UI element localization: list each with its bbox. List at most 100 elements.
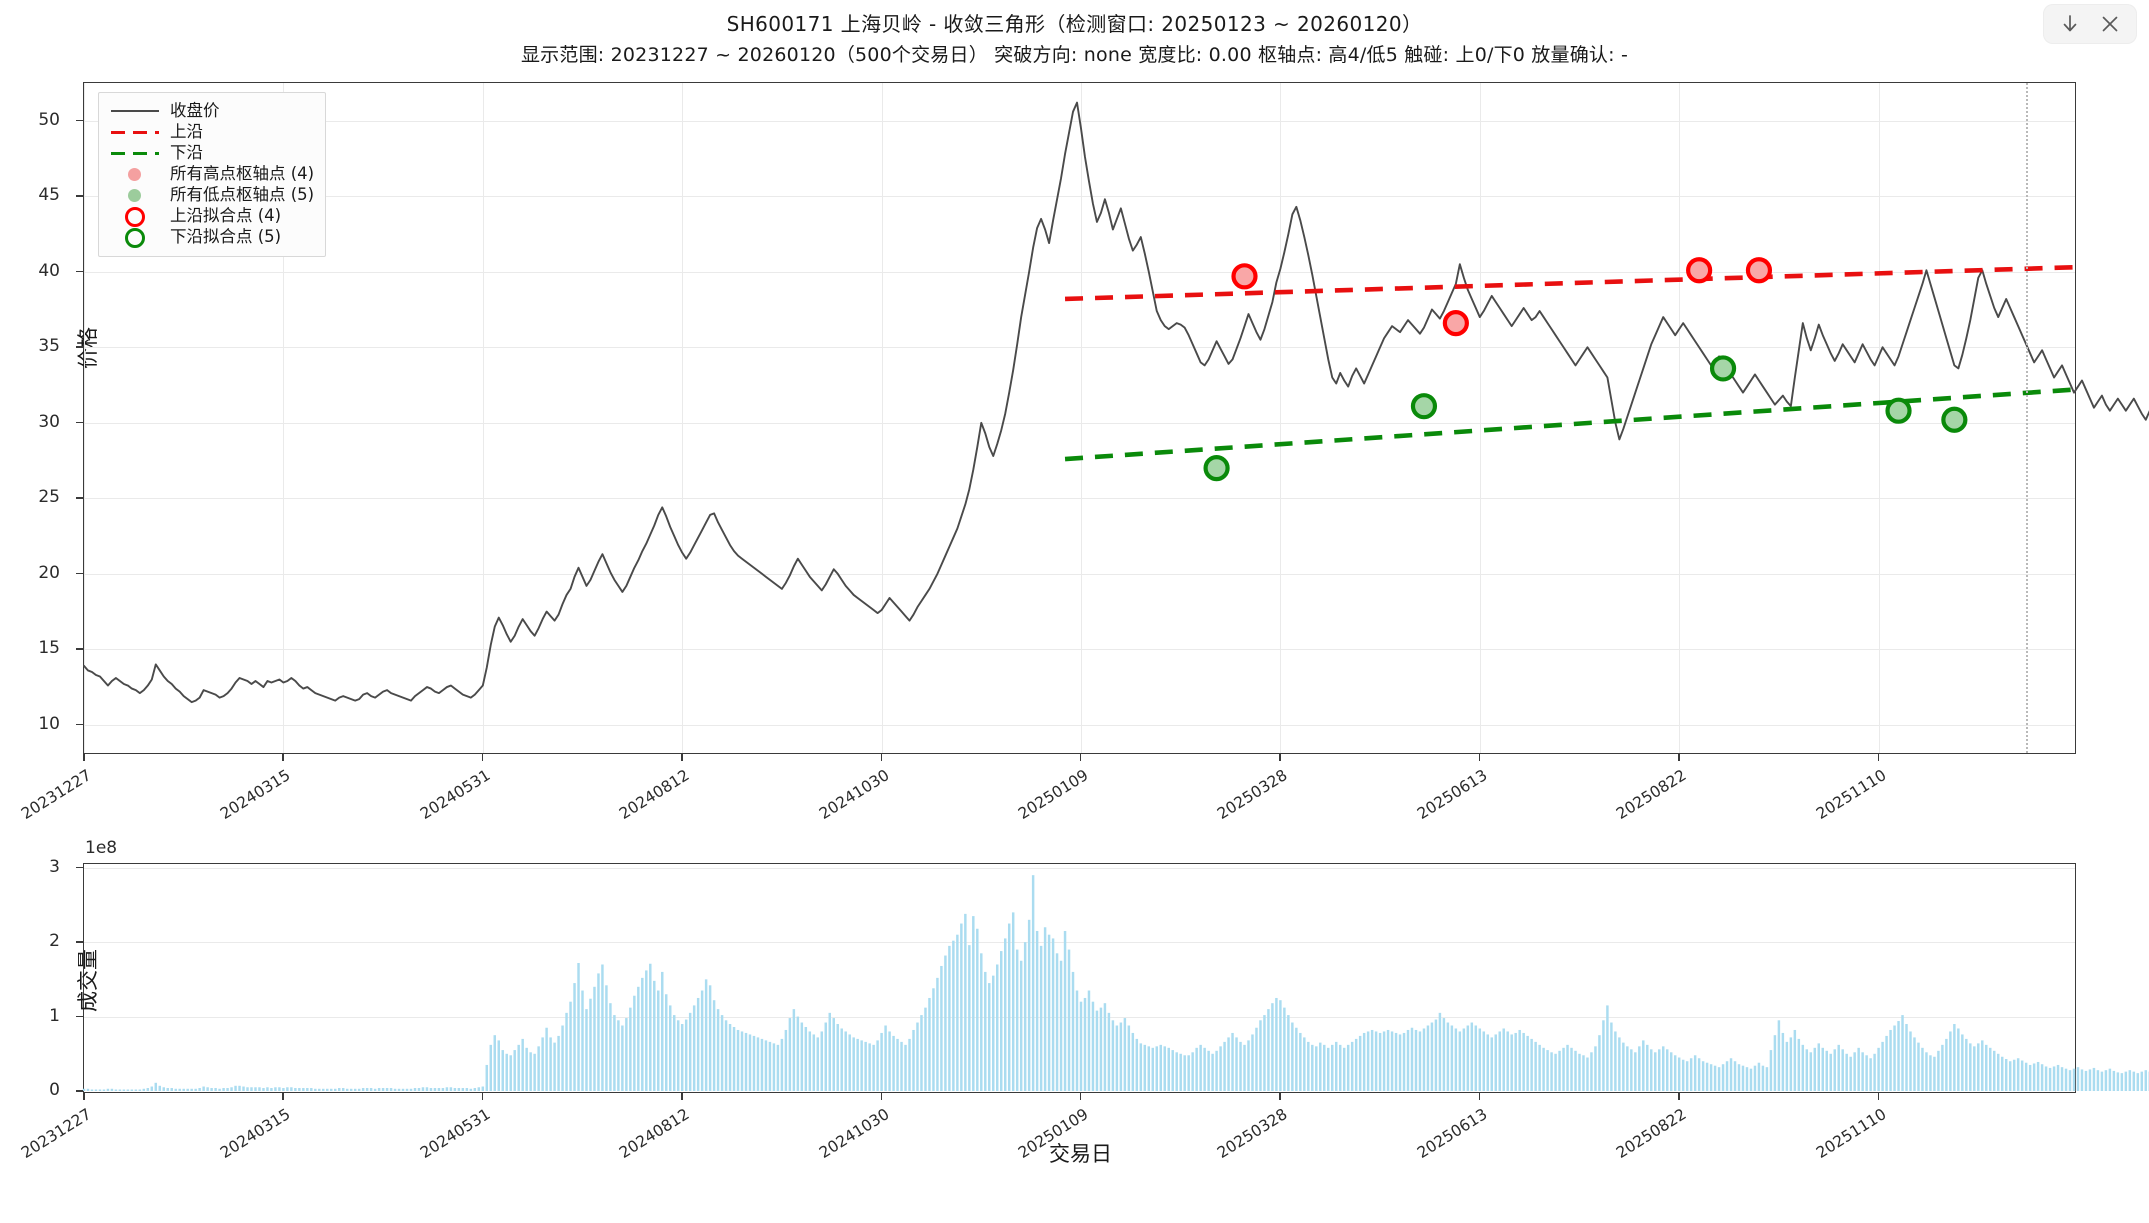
volume-bar [1813, 1047, 1817, 1091]
volume-bar [349, 1088, 353, 1091]
volume-bar [1773, 1035, 1777, 1091]
y-axis-tick-label: 20 [38, 562, 60, 583]
x-axis-tick-label: 20250613 [1413, 766, 1491, 824]
lower-fit-point-marker[interactable] [1885, 397, 1912, 424]
volume-bar [1019, 960, 1023, 1091]
volume-bar [1793, 1029, 1797, 1091]
volume-bar [1486, 1034, 1489, 1091]
volume-bar [202, 1086, 205, 1091]
volume-bar [361, 1088, 365, 1091]
volume-bar [2024, 1062, 2028, 1091]
volume-bar [1247, 1040, 1250, 1091]
volume-bar [529, 1052, 532, 1091]
volume-bar [964, 913, 967, 1091]
volume-bar [1223, 1041, 1226, 1091]
volume-bar [720, 1015, 724, 1091]
volume-bar [1725, 1061, 1729, 1091]
y-axis-tick [76, 346, 83, 348]
volume-bar [330, 1088, 333, 1091]
volume-bar [1709, 1064, 1713, 1091]
upper-fit-point-marker[interactable] [1231, 263, 1258, 290]
volume-bar [238, 1085, 241, 1091]
x-axis-tick [83, 754, 85, 761]
volume-bar [1586, 1057, 1589, 1091]
volume-bar [672, 1015, 676, 1091]
lower-fit-point-marker[interactable] [1941, 406, 1968, 433]
volume-bar [274, 1087, 277, 1091]
volume-bar [968, 945, 971, 1091]
volume-bar [1885, 1035, 1888, 1091]
volume-bar [2092, 1067, 2096, 1091]
upper-fit-point-marker[interactable] [1442, 310, 1469, 337]
volume-bar [820, 1031, 824, 1091]
y-axis-tick-label: 30 [38, 411, 60, 432]
download-icon[interactable] [2055, 9, 2085, 39]
volume-bar [1869, 1058, 1872, 1091]
volume-bar [653, 980, 656, 1091]
volume-bar [1873, 1053, 1876, 1091]
volume-bar [1311, 1044, 1314, 1091]
y-axis-tick [76, 723, 83, 726]
chart-title: SH600171 上海贝岭 - 收敛三角形（检测窗口: 20250123 ~ 2… [726, 12, 1423, 36]
y-axis-tick-label: 45 [38, 185, 60, 206]
volume-bar [533, 1053, 536, 1091]
volume-bar [928, 997, 931, 1091]
volume-bar [748, 1034, 752, 1091]
volume-bar [1542, 1047, 1545, 1091]
volume-bar [2096, 1070, 2100, 1091]
volume-bar [389, 1088, 393, 1091]
volume-bar [840, 1028, 843, 1091]
volume-x-tick [1678, 1093, 1680, 1100]
volume-bar [617, 1020, 620, 1091]
volume-bar [1263, 1015, 1266, 1091]
volume-bar [214, 1088, 217, 1091]
volume-bar [1259, 1020, 1262, 1091]
volume-bar [780, 1038, 784, 1091]
volume-bar [1893, 1025, 1896, 1091]
volume-bar [166, 1088, 169, 1091]
volume-bar [2076, 1067, 2080, 1091]
upper-fit-point-marker[interactable] [1745, 257, 1773, 284]
lower-fit-point-marker[interactable] [1410, 393, 1438, 420]
legend-item-lower-fit: 下沿拟合点 (5) [109, 227, 314, 248]
volume-bar [1327, 1047, 1330, 1091]
volume-bar [1809, 1052, 1813, 1091]
volume-bar [1287, 1015, 1290, 1091]
volume-bar [493, 1035, 496, 1091]
volume-bar [449, 1087, 453, 1091]
volume-x-tick [681, 1093, 683, 1100]
lower-fit-point-marker[interactable] [1203, 454, 1230, 482]
volume-bar [118, 1089, 122, 1091]
volume-bar [1538, 1044, 1541, 1091]
volume-bar [341, 1088, 345, 1091]
volume-bar [1354, 1038, 1358, 1091]
volume-bar [102, 1089, 106, 1091]
volume-bar [2048, 1067, 2052, 1091]
volume-bar [2144, 1070, 2148, 1091]
volume-bar [676, 1020, 680, 1091]
volume-bar [1578, 1053, 1581, 1091]
volume-bar [310, 1088, 313, 1091]
volume-bar [1323, 1044, 1326, 1091]
volume-bar [629, 1007, 632, 1091]
volume-bar [1662, 1046, 1665, 1091]
close-icon[interactable] [2095, 9, 2125, 39]
upper-fit-point-marker[interactable] [1686, 257, 1713, 284]
chart-legend: 收盘价 上沿 下沿 所有高点枢轴点 (4) 所有低点枢轴点 (5) 上沿拟合点 … [98, 92, 327, 257]
volume-bar [397, 1088, 401, 1091]
x-axis-tick [481, 754, 484, 761]
volume-bar [2084, 1070, 2088, 1091]
volume-bar [2136, 1073, 2140, 1091]
lower-fit-point-marker[interactable] [1709, 355, 1737, 382]
volume-chart-panel: 成交量 1e8 交易日 [76, 838, 2149, 1166]
volume-bar [884, 1025, 887, 1091]
volume-bar [1945, 1038, 1948, 1091]
x-axis-tick [1678, 754, 1680, 761]
volume-bar [150, 1086, 154, 1091]
volume-bar [130, 1089, 134, 1091]
volume-x-tick-label: 20231227 [18, 1105, 95, 1163]
volume-bar [1275, 997, 1278, 1091]
volume-bar [1235, 1037, 1238, 1091]
volume-bar [688, 1012, 692, 1091]
volume-bar [716, 1009, 720, 1091]
